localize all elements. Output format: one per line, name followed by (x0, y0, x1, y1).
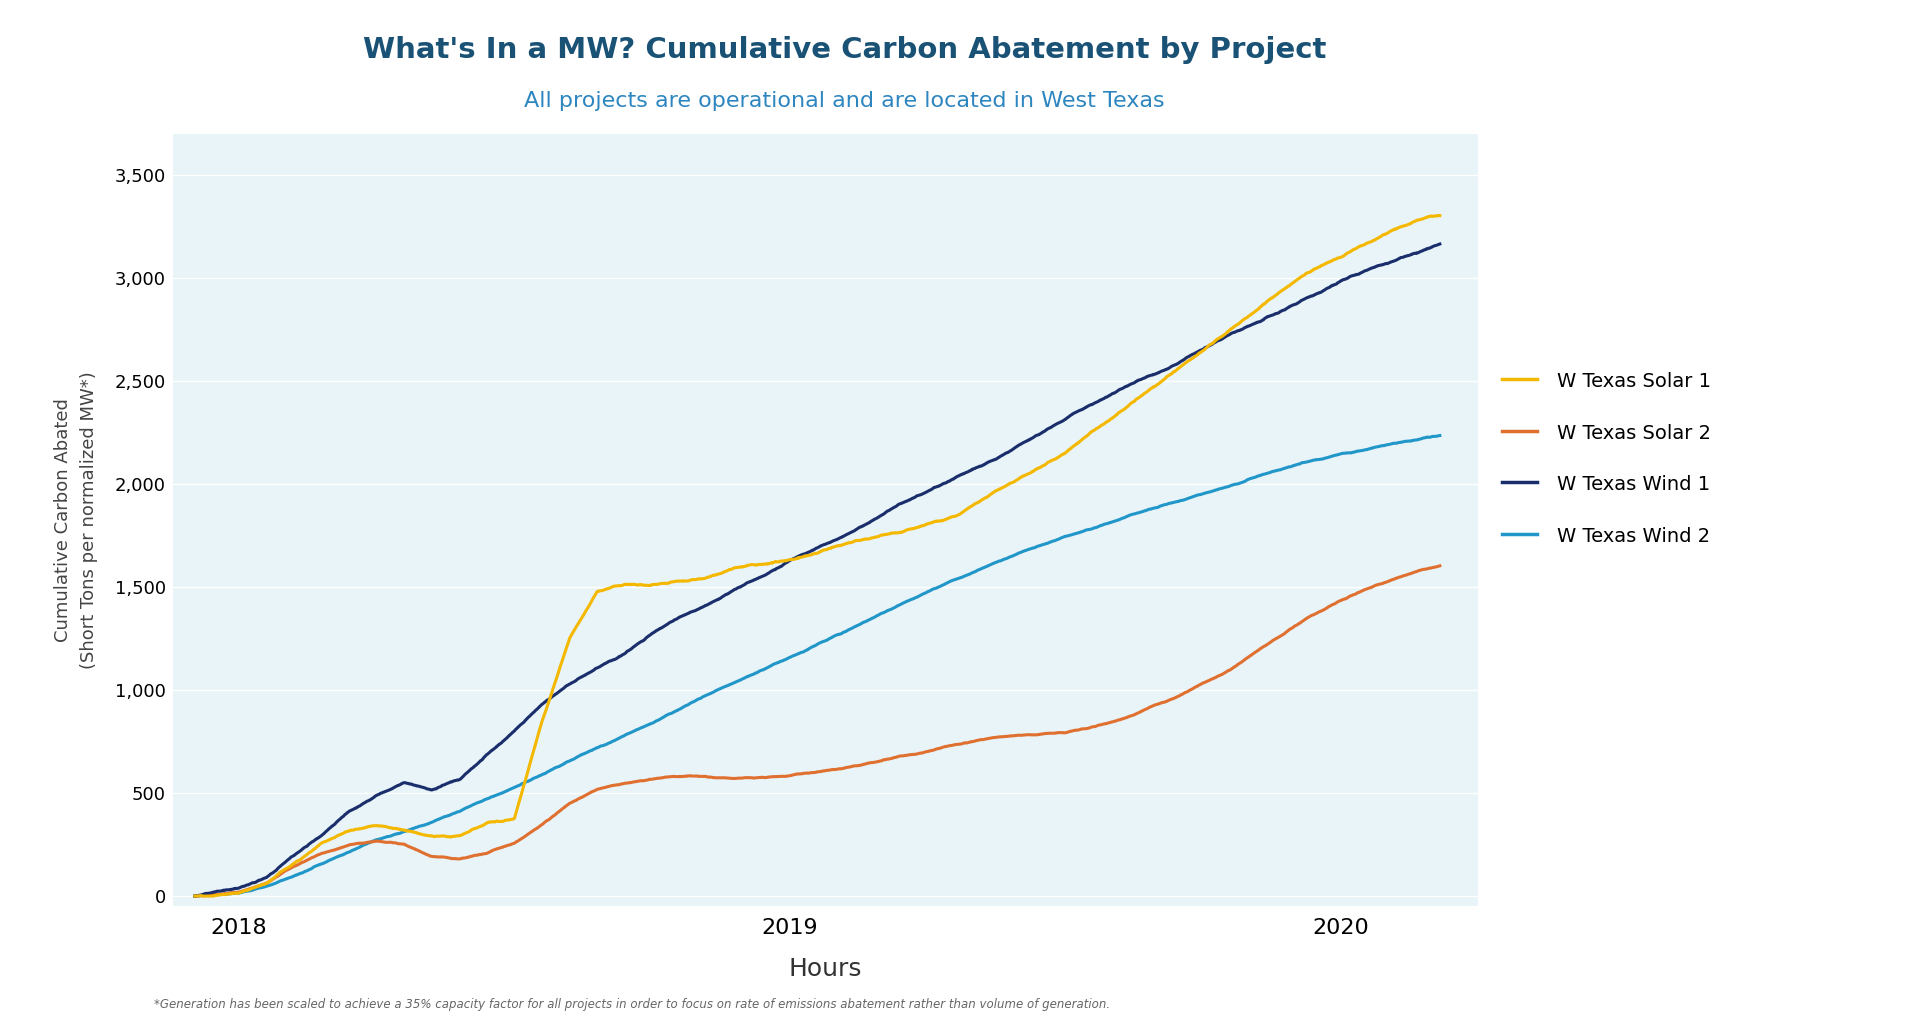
W Texas Wind 1 (182, 890, 205, 902)
W Texas Wind 1 (1269, 305, 1292, 317)
Y-axis label: Cumulative Carbon Abated
(Short Tons per normalized MW*): Cumulative Carbon Abated (Short Tons per… (54, 371, 98, 670)
Line: W Texas Solar 2: W Texas Solar 2 (194, 565, 1440, 896)
Legend: W Texas Solar 1, W Texas Solar 2, W Texas Wind 1, W Texas Wind 2: W Texas Solar 1, W Texas Solar 2, W Texa… (1494, 363, 1718, 554)
Text: All projects are operational and are located in West Texas: All projects are operational and are loc… (524, 91, 1165, 110)
W Texas Solar 1 (399, 825, 422, 837)
W Texas Wind 2 (1404, 434, 1427, 446)
W Texas Solar 1 (326, 829, 349, 842)
W Texas Wind 2 (326, 851, 349, 863)
W Texas Solar 1 (660, 576, 684, 588)
W Texas Wind 2 (182, 890, 205, 902)
W Texas Wind 2 (1271, 464, 1294, 476)
W Texas Wind 2 (714, 680, 737, 692)
W Texas Solar 2 (324, 843, 348, 855)
W Texas Wind 1 (714, 588, 737, 600)
W Texas Solar 2 (660, 770, 684, 783)
W Texas Wind 1 (324, 816, 348, 828)
Line: W Texas Wind 2: W Texas Wind 2 (194, 436, 1440, 896)
W Texas Wind 1 (1428, 238, 1452, 250)
W Texas Wind 2 (1428, 430, 1452, 442)
W Texas Solar 1 (186, 890, 209, 902)
W Texas Solar 1 (1427, 209, 1450, 221)
W Texas Wind 2 (660, 707, 684, 719)
W Texas Wind 2 (399, 823, 422, 835)
W Texas Solar 2 (399, 842, 422, 854)
W Texas Solar 1 (714, 564, 737, 577)
W Texas Solar 2 (1428, 559, 1452, 572)
W Texas Wind 1 (399, 778, 422, 790)
W Texas Solar 1 (1428, 209, 1452, 221)
W Texas Solar 2 (714, 771, 737, 784)
W Texas Solar 1 (1404, 214, 1427, 227)
W Texas Wind 1 (660, 615, 684, 627)
Text: What's In a MW? Cumulative Carbon Abatement by Project: What's In a MW? Cumulative Carbon Abatem… (363, 36, 1327, 64)
Text: *Generation has been scaled to achieve a 35% capacity factor for all projects in: *Generation has been scaled to achieve a… (154, 998, 1110, 1011)
W Texas Solar 2 (1404, 565, 1427, 578)
W Texas Wind 1 (1404, 247, 1427, 260)
W Texas Solar 2 (182, 890, 205, 902)
W Texas Wind 2 (1428, 430, 1452, 442)
W Texas Wind 2 (186, 890, 209, 902)
W Texas Solar 1 (1271, 284, 1294, 297)
Line: W Texas Wind 1: W Texas Wind 1 (194, 244, 1440, 896)
W Texas Solar 1 (182, 890, 205, 902)
W Texas Solar 2 (1269, 629, 1292, 642)
Line: W Texas Solar 1: W Texas Solar 1 (194, 215, 1440, 896)
X-axis label: Hours: Hours (789, 957, 862, 981)
